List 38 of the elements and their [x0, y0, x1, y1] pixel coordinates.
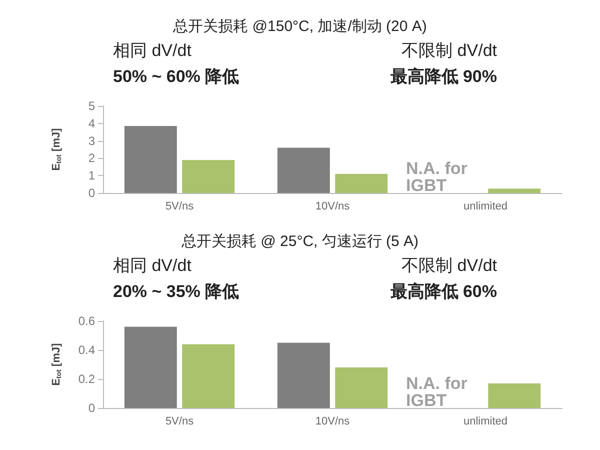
x-tick-label: 5V/ns: [165, 416, 194, 428]
y-tick-label: 0: [88, 186, 96, 200]
text: 最高降低 60%: [389, 282, 497, 301]
y-tick-label: 5: [88, 99, 96, 113]
chart-title: 总开关损耗 @ 25°C, 匀速运行 (5 A): [180, 233, 419, 250]
bar: [182, 160, 235, 193]
y-tick-label: 0.4: [78, 343, 96, 357]
y-tick-label: 4: [88, 116, 96, 130]
annotation: N.A. for IGBT: [406, 374, 472, 410]
text: 20% ~ 35% 降低: [113, 282, 240, 301]
x-tick-label: unlimited: [463, 416, 508, 428]
y-tick-label: 0.2: [78, 372, 96, 386]
text: 不限制 dV/dt: [402, 41, 498, 60]
bar: [124, 326, 177, 408]
y-tick-label: 0.6: [78, 314, 96, 328]
x-tick-label: 10V/ns: [315, 416, 350, 428]
chart-title: 总开关损耗 @150°C, 加速/制动 (20 A): [172, 18, 427, 35]
y-tick-label: 2: [88, 151, 96, 166]
y-tick-label: 1: [88, 168, 96, 183]
y-tick-label: 0: [88, 401, 96, 415]
x-tick-label: 5V/ns: [165, 200, 194, 212]
x-tick-label: 10V/ns: [315, 200, 350, 212]
text: 相同 dV/dt: [113, 41, 192, 60]
bar: [488, 383, 541, 408]
bar: [335, 174, 388, 193]
text: 相同 dV/dt: [113, 256, 192, 275]
text: 不限制 dV/dt: [402, 256, 498, 275]
bar: [335, 367, 388, 408]
x-tick-label: unlimited: [463, 200, 508, 212]
annotation: N.A. for IGBT: [406, 159, 472, 195]
bar: [182, 344, 235, 408]
bar: [124, 126, 177, 193]
bar: [488, 188, 541, 193]
text: 50% ~ 60% 降低: [113, 67, 240, 86]
y-tick-label: 3: [88, 134, 96, 148]
bar: [277, 342, 330, 408]
text: 最高降低 90%: [389, 67, 497, 86]
bar: [277, 148, 330, 193]
